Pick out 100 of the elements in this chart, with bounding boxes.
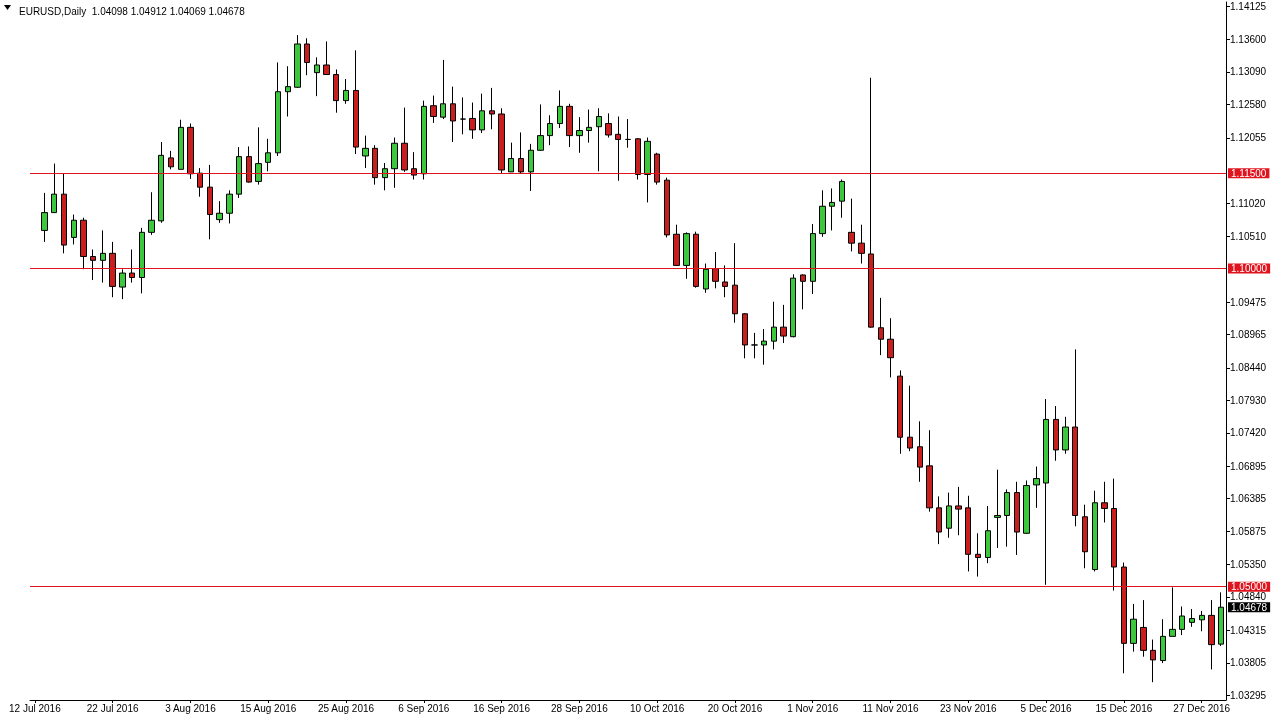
candlestick (479, 93, 485, 134)
candlestick (1062, 416, 1069, 455)
candlestick (605, 112, 612, 139)
candlestick (226, 189, 233, 224)
candlestick (858, 224, 865, 265)
candlestick (576, 116, 583, 154)
candlestick (965, 495, 971, 572)
x-tick-label: 1 Nov 2016 (787, 702, 839, 714)
candlestick (566, 103, 573, 148)
candlestick (285, 65, 291, 118)
y-tick-label: 1.12580 (1230, 98, 1267, 110)
chart-title: EURUSD,Daily 1.04098 1.04912 1.04069 1.04678 (19, 6, 246, 17)
y-tick-label: 1.12055 (1230, 132, 1267, 144)
candlestick (41, 192, 48, 243)
candlestick (673, 224, 680, 267)
candlestick (1023, 479, 1030, 535)
candlestick (207, 164, 213, 240)
candlestick (635, 137, 641, 181)
candlestick (946, 492, 952, 539)
candlestick (771, 301, 777, 350)
candlestick (1004, 488, 1010, 548)
candlestick (61, 173, 67, 254)
x-tick-label: 15 Aug 2016 (240, 702, 297, 714)
candlestick (129, 249, 135, 284)
candlestick (71, 214, 77, 245)
y-tick-label: 1.04840 (1230, 591, 1267, 603)
candlestick (537, 103, 544, 152)
candlestick (994, 469, 1001, 549)
candlestick (712, 251, 719, 289)
candlestick (907, 385, 913, 452)
candlestick (1072, 348, 1078, 527)
y-tick-label: 1.13600 (1230, 34, 1267, 46)
y-tick-label: 1.06895 (1230, 460, 1267, 472)
y-tick-label: 1.05350 (1230, 558, 1267, 570)
candlestick (1189, 608, 1195, 628)
candlestick (1208, 599, 1215, 670)
y-tick-label: 1.07930 (1230, 394, 1267, 406)
candlestick (528, 143, 534, 192)
candlestick (897, 369, 903, 455)
candlestick (926, 429, 933, 513)
candlestick (683, 231, 690, 280)
candlestick (275, 61, 281, 157)
candlestick (975, 532, 981, 578)
candlestick (1199, 610, 1205, 632)
x-tick-label: 20 Oct 2016 (707, 702, 763, 714)
candlestick (654, 152, 660, 186)
x-tick-label: 22 Jul 2016 (86, 702, 139, 714)
ref-line-label: 1.05000 (1231, 581, 1268, 593)
candlestick (1160, 618, 1166, 664)
candlestick (255, 126, 262, 186)
candlestick (391, 137, 398, 189)
candlestick (382, 162, 388, 191)
y-tick-label: 1.06385 (1230, 493, 1267, 505)
candlestick (440, 59, 446, 120)
candlestick (148, 191, 155, 236)
candlestick (294, 34, 301, 89)
y-tick-label: 1.08440 (1230, 362, 1267, 374)
text: 1.04678 (1231, 601, 1268, 613)
y-tick-label: 1.14125 (1230, 0, 1267, 12)
candlestick (693, 231, 699, 289)
candlestick (119, 268, 126, 300)
candlestick (197, 167, 203, 198)
y-tick-label: 1.13090 (1230, 66, 1267, 78)
candlestick (80, 217, 87, 270)
candlestick (236, 146, 242, 199)
ref-line-label: 1.11500 (1231, 167, 1267, 179)
candlestick (1218, 591, 1224, 647)
y-tick-label: 1.09475 (1230, 296, 1267, 308)
candlestick (1092, 490, 1098, 572)
candlestick (547, 114, 553, 146)
candlestick (1150, 639, 1156, 683)
y-tick-label: 1.04315 (1230, 624, 1267, 636)
candlestick (985, 505, 991, 564)
x-tick-label: 3 Aug 2016 (165, 702, 217, 714)
candlestick (1169, 586, 1176, 637)
candlestick (265, 138, 271, 172)
candlestick (314, 56, 320, 97)
candlestick (401, 107, 408, 173)
candlestick (158, 141, 164, 224)
y-tick-label: 1.03295 (1230, 689, 1267, 701)
candlestick (703, 263, 709, 294)
candlestick (353, 49, 359, 155)
x-tick-label: 27 Dec 2016 (1173, 702, 1231, 714)
candlestick (362, 135, 369, 169)
candlestick (887, 317, 894, 378)
candlestick (421, 100, 427, 181)
x-tick-label: 23 Nov 2016 (939, 702, 998, 714)
candlestick (1101, 481, 1108, 523)
candlestick (498, 107, 505, 174)
x-tick-label: 10 Oct 2016 (629, 702, 685, 714)
x-tick-label: 25 Aug 2016 (317, 702, 375, 714)
candlestick (800, 273, 806, 310)
candlestick (810, 223, 816, 295)
y-tick-label: 1.03805 (1230, 657, 1267, 669)
candlestick (664, 177, 670, 238)
candlestick (732, 242, 738, 324)
candlestick (518, 131, 524, 174)
candlestick (343, 78, 349, 105)
y-tick-label: 1.11020 (1230, 198, 1266, 210)
candlestick (372, 144, 378, 186)
